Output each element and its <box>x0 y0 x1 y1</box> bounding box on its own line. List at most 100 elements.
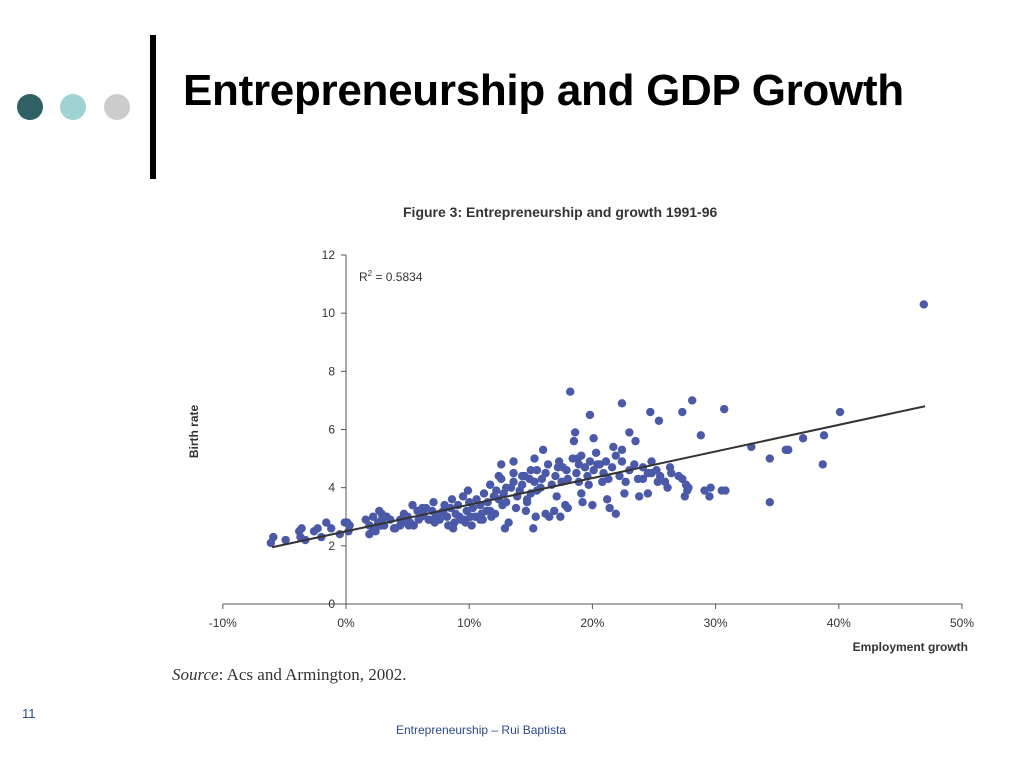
x-tick-label: 20% <box>580 616 604 630</box>
scatter-point <box>429 498 438 507</box>
scatter-point <box>607 463 617 472</box>
scatter-point <box>471 512 480 521</box>
scatter-point <box>765 498 775 507</box>
scatter-point <box>580 463 590 472</box>
scatter-point <box>678 407 687 417</box>
scatter-point <box>621 477 630 487</box>
scatter-point <box>368 512 378 521</box>
scatter-point <box>696 431 706 440</box>
scatter-point <box>573 454 582 463</box>
x-tick-label: 0% <box>337 616 355 630</box>
scatter-point <box>327 524 336 533</box>
scatter-point <box>646 407 655 417</box>
scatter-point <box>577 489 586 498</box>
scatter-point <box>408 500 417 510</box>
scatter-point <box>647 468 656 478</box>
scatter-point <box>635 492 644 501</box>
footer-text: Entrepreneurship – Rui Baptista <box>396 723 567 737</box>
scatter-point <box>819 431 829 440</box>
scatter-point <box>509 477 518 487</box>
scatter-point <box>482 506 491 516</box>
scatter-point <box>653 477 662 487</box>
scatter-point <box>584 480 593 489</box>
y-tick-label: 2 <box>328 539 335 553</box>
scatter-point <box>504 518 513 527</box>
scatter-point <box>631 436 640 446</box>
x-tick-label: 10% <box>457 616 481 630</box>
y-tick-label: 0 <box>328 597 335 611</box>
scatter-point <box>389 524 399 533</box>
bullet-dot-grey <box>104 94 130 120</box>
scatter-point <box>706 483 715 492</box>
scatter-point <box>517 480 527 489</box>
scatter-point <box>418 503 427 513</box>
scatter-point <box>561 500 570 510</box>
scatter-point <box>529 524 538 533</box>
scatter-point <box>585 410 595 420</box>
scatter-point <box>784 445 793 455</box>
scatter-point <box>663 483 672 492</box>
scatter-point <box>665 463 675 472</box>
scatter-point <box>566 387 575 396</box>
bullet-dot-dark <box>17 94 43 120</box>
scatter-point <box>721 486 730 495</box>
scatter-point <box>468 503 478 513</box>
scatter-point <box>617 399 627 408</box>
scatter-point <box>322 518 331 527</box>
scatter-point <box>447 495 457 504</box>
scatter-point <box>375 506 384 516</box>
scatter-point <box>543 460 553 469</box>
y-tick-label: 10 <box>322 306 336 320</box>
scatter-point <box>460 515 469 524</box>
scatter-point <box>615 471 624 481</box>
scatter-point <box>492 486 501 495</box>
scatter-point <box>683 486 692 495</box>
x-tick-label: -10% <box>209 616 237 630</box>
y-axis-label: Birth rate <box>187 405 201 459</box>
scatter-point <box>538 445 548 455</box>
scatter-point <box>705 492 714 501</box>
scatter-point <box>509 457 518 466</box>
scatter-point <box>425 515 434 524</box>
slide-number: 11 <box>22 706 36 721</box>
scatter-point <box>601 457 611 466</box>
scatter-point <box>617 445 627 455</box>
scatter-point <box>531 512 540 521</box>
figure-title: Figure 3: Entrepreneurship and growth 19… <box>403 204 718 220</box>
x-axis-label: Employment growth <box>853 640 968 654</box>
scatter-point <box>569 436 579 446</box>
scatter-point <box>478 515 487 524</box>
scatter-point <box>532 466 542 475</box>
scatter-point <box>551 471 560 481</box>
scatter-point <box>511 503 521 513</box>
scatter-point <box>365 530 374 539</box>
scatter-point <box>297 524 306 533</box>
scatter-point <box>479 489 489 498</box>
scatter-point <box>501 498 511 507</box>
scatter-point <box>598 477 607 487</box>
scatter-point <box>563 474 572 484</box>
scatter-point <box>605 503 614 513</box>
trendline <box>271 405 926 549</box>
scatter-point <box>654 416 664 425</box>
slide-title: Entrepreneurship and GDP Growth <box>183 66 904 115</box>
scatter-point <box>611 451 621 460</box>
x-tick-label: 40% <box>827 616 851 630</box>
scatter-point <box>588 500 597 510</box>
source-note: Source: Acs and Armington, 2002. <box>172 665 407 685</box>
x-tick-label: 50% <box>950 616 974 630</box>
scatter-point <box>545 512 554 521</box>
scatter-point <box>647 457 656 466</box>
scatter-point <box>552 492 561 501</box>
scatter-point <box>585 457 595 466</box>
scatter-point <box>497 460 506 469</box>
scatter-point <box>602 495 612 504</box>
scatter-point <box>570 428 580 437</box>
y-tick-label: 6 <box>328 423 335 437</box>
x-tick-label: 30% <box>704 616 728 630</box>
scatter-point <box>765 454 775 463</box>
scatter-point <box>835 407 845 417</box>
scatter-point <box>630 460 639 469</box>
scatter-point <box>589 434 598 443</box>
